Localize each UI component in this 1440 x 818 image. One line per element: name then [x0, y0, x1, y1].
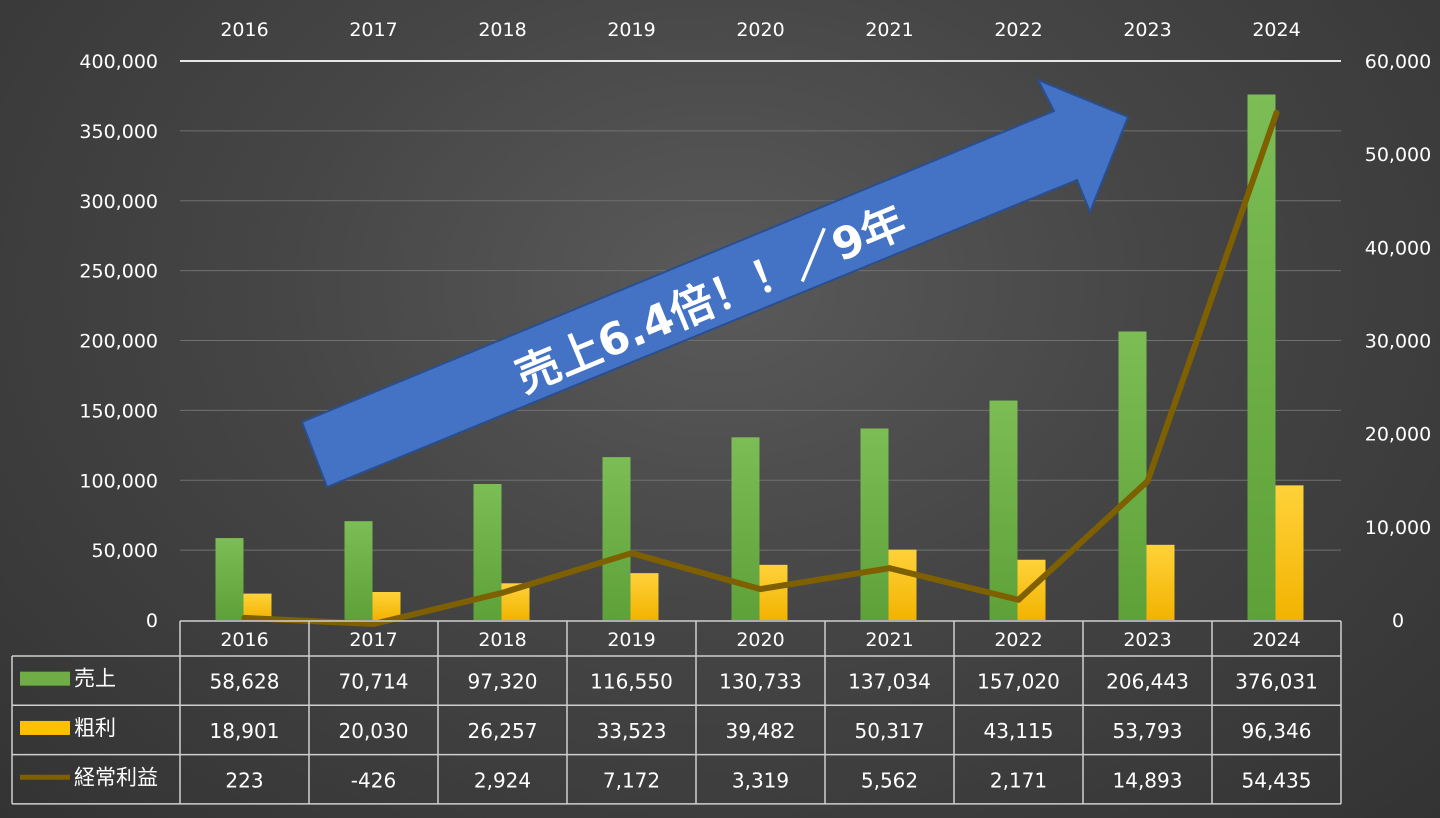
bar-gross-profit	[759, 564, 788, 620]
table-cell: 206,443	[1106, 670, 1189, 694]
table-header-year: 2018	[478, 629, 526, 651]
bar-sales	[860, 428, 889, 620]
table-cell: 376,031	[1235, 670, 1318, 694]
left-axis-tick-label: 50,000	[92, 540, 158, 562]
line-point	[628, 550, 635, 557]
table-cell: 70,714	[339, 670, 409, 694]
data-table: 2016 2017 2018 2019 2020 2021 2022 2023 2024 売上 58…	[11, 620, 1342, 805]
right-axis-tick-label: 10,000	[1365, 517, 1431, 539]
top-category-label: 2021	[865, 19, 913, 41]
table-cell: 7,172	[603, 768, 660, 792]
bar-gross-profit	[630, 573, 659, 620]
left-axis-tick-label: 200,000	[79, 331, 158, 353]
left-axis-tick-label: 100,000	[79, 470, 158, 492]
top-category-label: 2020	[736, 19, 784, 41]
line-point	[886, 565, 893, 572]
table-cell: 26,257	[468, 719, 538, 743]
table-header-year: 2022	[994, 629, 1042, 651]
table-cell: 20,030	[339, 719, 409, 743]
table-row-label: 経常利益	[74, 765, 158, 789]
table-header-year: 2016	[220, 629, 268, 651]
line-point	[1144, 478, 1151, 485]
right-axis-tick-label: 20,000	[1365, 424, 1431, 446]
bar-series	[215, 94, 1304, 620]
bar-sales	[344, 521, 373, 620]
bar-sales	[215, 538, 244, 620]
bar-gross-profit	[888, 549, 917, 620]
table-cell: 137,034	[848, 670, 931, 694]
bar-sales	[989, 400, 1018, 620]
table-cell: 14,893	[1113, 768, 1183, 792]
right-axis-tick-label: 40,000	[1365, 237, 1431, 259]
bar-gross-profit	[1146, 544, 1175, 620]
line-point	[499, 589, 506, 596]
table-cell: 33,523	[597, 719, 667, 743]
table-cell: 53,793	[1113, 719, 1183, 743]
left-axis-tick-label: 400,000	[79, 51, 158, 73]
table-cell: 50,317	[855, 719, 925, 743]
left-axis-tick-label: 150,000	[79, 400, 158, 422]
table-cell: 58,628	[210, 670, 280, 694]
bar-sales	[1118, 331, 1147, 620]
right-axis-tick-label: 60,000	[1365, 51, 1431, 73]
left-axis-tick-label: 0	[146, 610, 158, 632]
left-axis-tick-label: 300,000	[79, 191, 158, 213]
table-header-year: 2020	[736, 629, 784, 651]
table-cell: -426	[351, 768, 396, 792]
table-cell: 54,435	[1242, 768, 1312, 792]
bar-sales	[602, 457, 631, 620]
table-cell: 18,901	[210, 719, 280, 743]
top-category-label: 2016	[220, 19, 268, 41]
table-cell: 3,319	[732, 768, 789, 792]
top-category-label: 2019	[607, 19, 655, 41]
top-category-label: 2024	[1252, 19, 1300, 41]
top-category-label: 2022	[994, 19, 1042, 41]
line-point	[1015, 596, 1022, 603]
table-cell: 96,346	[1242, 719, 1312, 743]
growth-arrow-shape	[300, 78, 1130, 489]
left-axis-tick-label: 250,000	[79, 261, 158, 283]
table-cell: 130,733	[719, 670, 802, 694]
table-cell: 2,171	[990, 768, 1047, 792]
right-axis-tick-label: 0	[1392, 610, 1404, 632]
line-point	[757, 586, 764, 593]
legend-key	[20, 720, 70, 735]
table-header-year: 2021	[865, 629, 913, 651]
table-row-label: 売上	[74, 667, 116, 691]
line-point	[241, 614, 248, 621]
table-cell: 157,020	[977, 670, 1060, 694]
top-category-label: 2018	[478, 19, 526, 41]
right-axis: 60,000 50,000 40,000 30,000 20,000 10,000 0	[1365, 51, 1431, 632]
line-point	[1273, 109, 1280, 116]
bar-gross-profit	[1275, 485, 1304, 620]
line-series	[241, 109, 1280, 627]
bar-sales	[731, 437, 760, 620]
table-header-year: 2017	[349, 629, 397, 651]
right-axis-tick-label: 50,000	[1365, 144, 1431, 166]
table-cell: 2,924	[474, 768, 531, 792]
table-row-label: 粗利	[74, 716, 116, 740]
growth-annotation-text: 売上6.4倍！！／9年	[509, 196, 913, 403]
table-cell: 39,482	[726, 719, 796, 743]
table-header-year: 2023	[1123, 629, 1171, 651]
top-category-labels: 2016 2017 2018 2019 2020 2021 2022 2023 2024	[220, 19, 1300, 41]
legend-key	[20, 671, 70, 686]
bar-gross-profit	[372, 592, 401, 620]
table-cell: 223	[225, 768, 263, 792]
line-point	[370, 620, 377, 627]
table-cell: 116,550	[590, 670, 673, 694]
table-header-year: 2019	[607, 629, 655, 651]
bar-sales	[1247, 94, 1276, 620]
table-header-year: 2024	[1252, 629, 1300, 651]
top-category-label: 2017	[349, 19, 397, 41]
left-axis: 400,000 350,000 300,000 250,000 200,000 150,0…	[79, 51, 158, 632]
table-cell: 97,320	[468, 670, 538, 694]
table-cell: 43,115	[984, 719, 1054, 743]
table-cell: 5,562	[861, 768, 918, 792]
left-axis-tick-label: 350,000	[79, 121, 158, 143]
top-category-label: 2023	[1123, 19, 1171, 41]
right-axis-tick-label: 30,000	[1365, 331, 1431, 353]
